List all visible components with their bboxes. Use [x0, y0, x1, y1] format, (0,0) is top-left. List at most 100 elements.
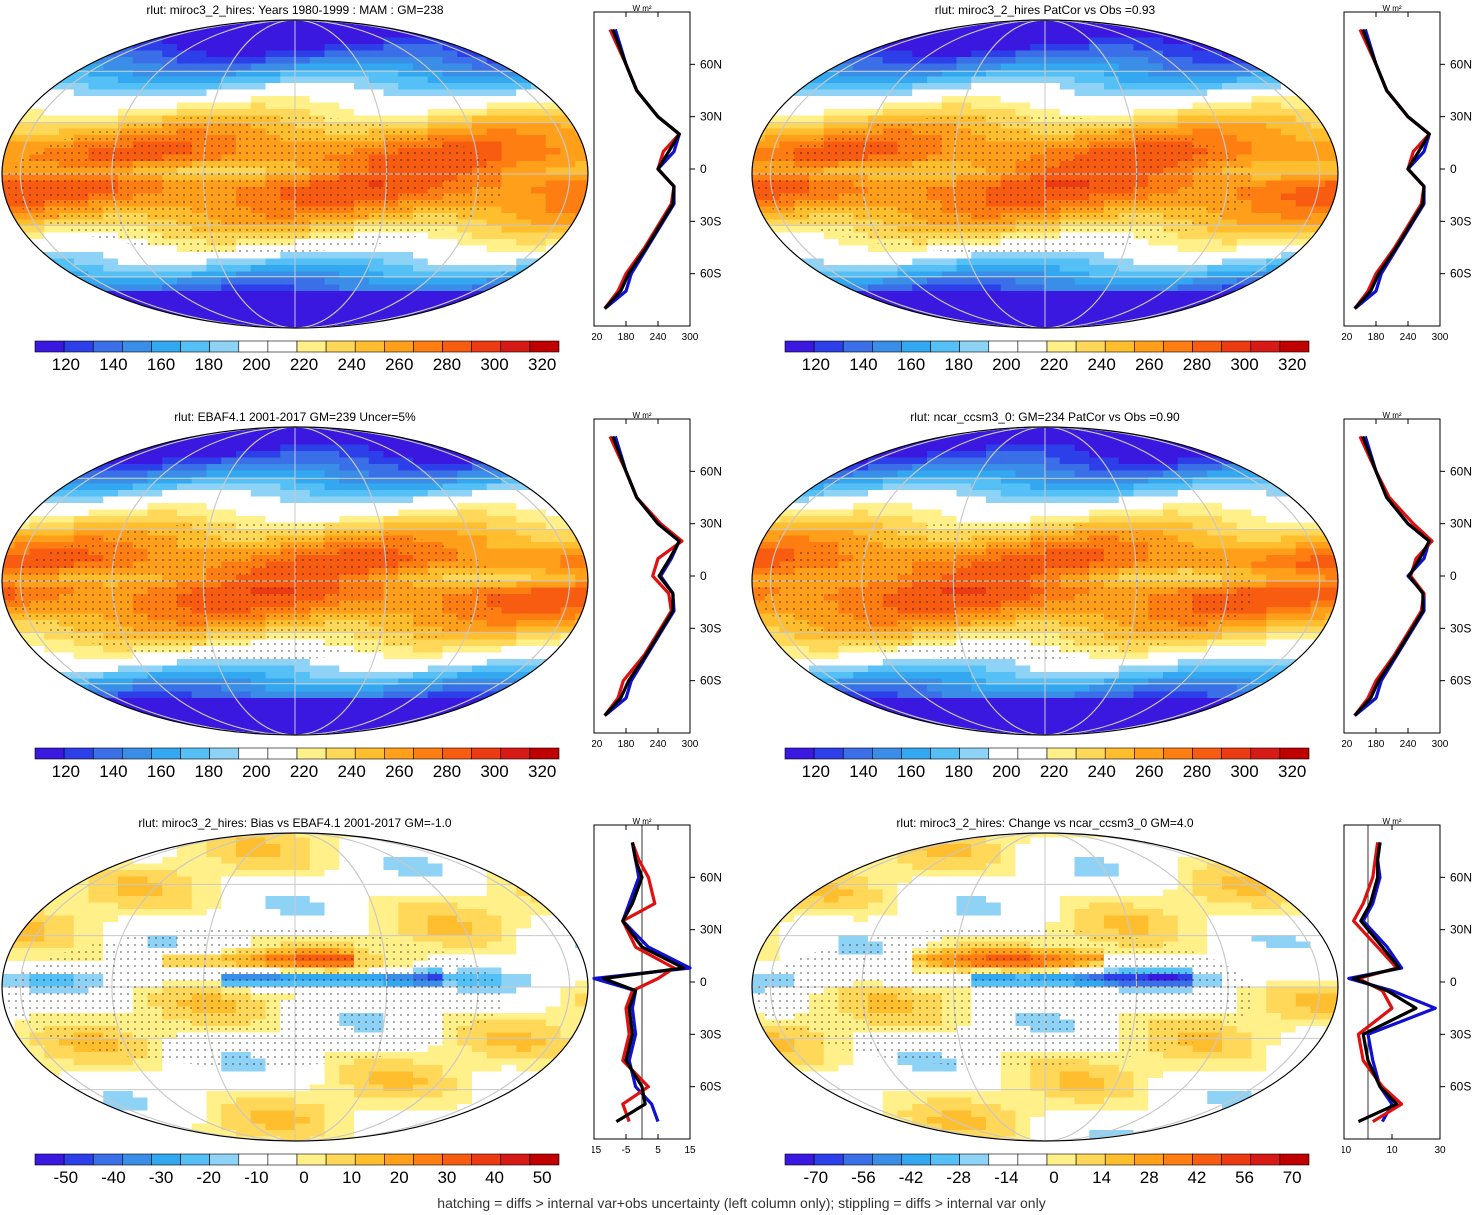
zonal-profile: W m² 60N 30N 0 30S 60S -10 10 30: [1337, 817, 1472, 1156]
colorbar-tick-label: 30: [437, 1168, 457, 1187]
colorbar-swatch: [1163, 747, 1193, 760]
stippling: [5, 521, 505, 661]
colorbar-swatch: [1250, 340, 1281, 353]
lat-tick-label: 30S: [1450, 621, 1471, 635]
profile-series: [592, 842, 692, 1123]
colorbar-tick-label: 140: [99, 355, 128, 374]
lat-tick-label: 30N: [1450, 110, 1472, 124]
colorbar-swatch: [988, 747, 1019, 760]
colorbar-swatch: [813, 340, 844, 353]
map-outline: [751, 832, 1339, 1142]
x-tick-label: 240: [650, 332, 667, 343]
colorbar-tick-label: 280: [1182, 355, 1212, 374]
lat-tick-label: 60N: [700, 57, 722, 71]
x-tick-label: 180: [618, 739, 635, 750]
lat-tick-label: 30N: [700, 923, 722, 937]
colorbar-swatch: [1134, 747, 1164, 760]
colorbar-tick-label: -70: [803, 1168, 829, 1187]
colorbar-swatch: [92, 1153, 123, 1166]
colorbar-swatch: [151, 1153, 181, 1166]
colorbar-swatch: [354, 1153, 385, 1166]
lat-tick-label: 60N: [1450, 870, 1472, 884]
x-tick-label: 5: [655, 1145, 661, 1156]
stippling: [5, 927, 505, 1067]
profile-unit: W m²: [632, 4, 651, 13]
colorbar-swatch: [872, 747, 902, 760]
world-map: [751, 19, 1339, 329]
lat-tick-label: 60S: [700, 1080, 721, 1094]
map-outline: [751, 426, 1339, 736]
x-tick-label: 15: [684, 1145, 696, 1156]
lat-tick-label: 0: [1450, 569, 1457, 583]
lat-tick-label: 60S: [1450, 1080, 1471, 1094]
x-tick-label: 180: [618, 332, 635, 343]
colorbar-swatch: [784, 340, 815, 353]
colorbar-swatch: [122, 340, 152, 353]
x-tick-label: 120: [1342, 739, 1353, 750]
zonal-profile: W m² 60N 30N 0 30S 60S 120 180 240 300: [586, 4, 722, 343]
colorbar-tick-label: 0: [1049, 1168, 1059, 1187]
colorbar-swatch: [325, 340, 356, 353]
lat-tick-label: 60S: [1450, 674, 1471, 688]
colorbar-tick-label: 140: [99, 762, 128, 781]
x-tick-label: 300: [1432, 332, 1449, 343]
x-tick-label: 180: [1368, 739, 1385, 750]
profile-series: [621, 841, 676, 1123]
lat-tick-label: 30N: [1450, 923, 1472, 937]
stippling: [755, 927, 1255, 1067]
colorbar-swatch: [413, 1153, 443, 1166]
lat-tick-label: 0: [700, 569, 707, 583]
colorbar-swatch: [901, 747, 931, 760]
colorbar-tick-label: 0: [299, 1168, 309, 1187]
colorbar: [784, 340, 1310, 353]
profile-series: [602, 842, 686, 1123]
colorbar-swatch: [1192, 747, 1222, 760]
colorbar-swatch: [1221, 1153, 1252, 1166]
zonal-profile: W m² 60N 30N 0 30S 60S 120 180 240 300: [1336, 4, 1472, 343]
colorbar-swatch: [1046, 747, 1077, 760]
map-outline: [1, 832, 589, 1142]
colorbar: [34, 747, 560, 760]
colorbar-swatch: [1192, 1153, 1222, 1166]
panel-1: rlut: miroc3_2_hires: Years 1980-1999 : …: [0, 0, 733, 400]
x-tick-label: 120: [1342, 332, 1353, 343]
panel-title: rlut: miroc3_2_hires PatCor vs Obs =0.93: [934, 3, 1156, 17]
colorbar-swatch: [384, 1153, 414, 1166]
profile-series: [1353, 435, 1431, 717]
colorbar-swatch: [988, 1153, 1019, 1166]
colorbar-swatch: [1017, 747, 1048, 760]
profile-frame: [593, 11, 691, 327]
colorbar-swatch: [151, 747, 181, 760]
colorbar-swatch: [1046, 340, 1077, 353]
panel-2: rlut: miroc3_2_hires PatCor vs Obs =0.93…: [750, 0, 1483, 400]
colorbar-swatch: [1192, 340, 1222, 353]
colorbar-swatch: [529, 1153, 560, 1166]
lat-tick-label: 30N: [700, 517, 722, 531]
colorbar-tick-label: 300: [1230, 762, 1259, 781]
colorbar-swatch: [34, 747, 65, 760]
world-map: [751, 426, 1339, 736]
colorbar-tick-label: 120: [801, 762, 830, 781]
colorbar-swatch: [1250, 747, 1281, 760]
colorbar-swatch: [413, 747, 443, 760]
colorbar-labels: -70 -56 -42 -28 -14 0 14 28 42 56 70: [784, 1168, 1308, 1190]
colorbar-tick-label: 160: [896, 762, 926, 781]
colorbar-swatch: [813, 747, 844, 760]
colorbar-tick-label: 160: [896, 355, 926, 374]
colorbar-tick-label: 240: [1087, 762, 1116, 781]
colorbar-tick-label: -30: [148, 1168, 174, 1187]
colorbar-tick-label: 200: [992, 355, 1021, 374]
x-tick-label: -15: [592, 1145, 602, 1156]
colorbar-swatch: [122, 747, 152, 760]
colorbar-swatch: [1017, 1153, 1048, 1166]
colorbar-tick-label: 180: [194, 355, 223, 374]
colorbar-swatch: [267, 340, 298, 353]
colorbar-swatch: [1046, 1153, 1077, 1166]
colorbar-tick-label: 14: [1092, 1168, 1112, 1187]
colorbar-labels: 120 140 160 180 200 220 240 260 280 300 320: [784, 355, 1308, 377]
colorbar-swatch: [471, 1153, 502, 1166]
colorbar-tick-label: -42: [898, 1168, 924, 1187]
x-tick-label: 10: [1386, 1145, 1398, 1156]
colorbar-swatch: [1075, 747, 1106, 760]
colorbar-tick-label: 28: [1139, 1168, 1159, 1187]
